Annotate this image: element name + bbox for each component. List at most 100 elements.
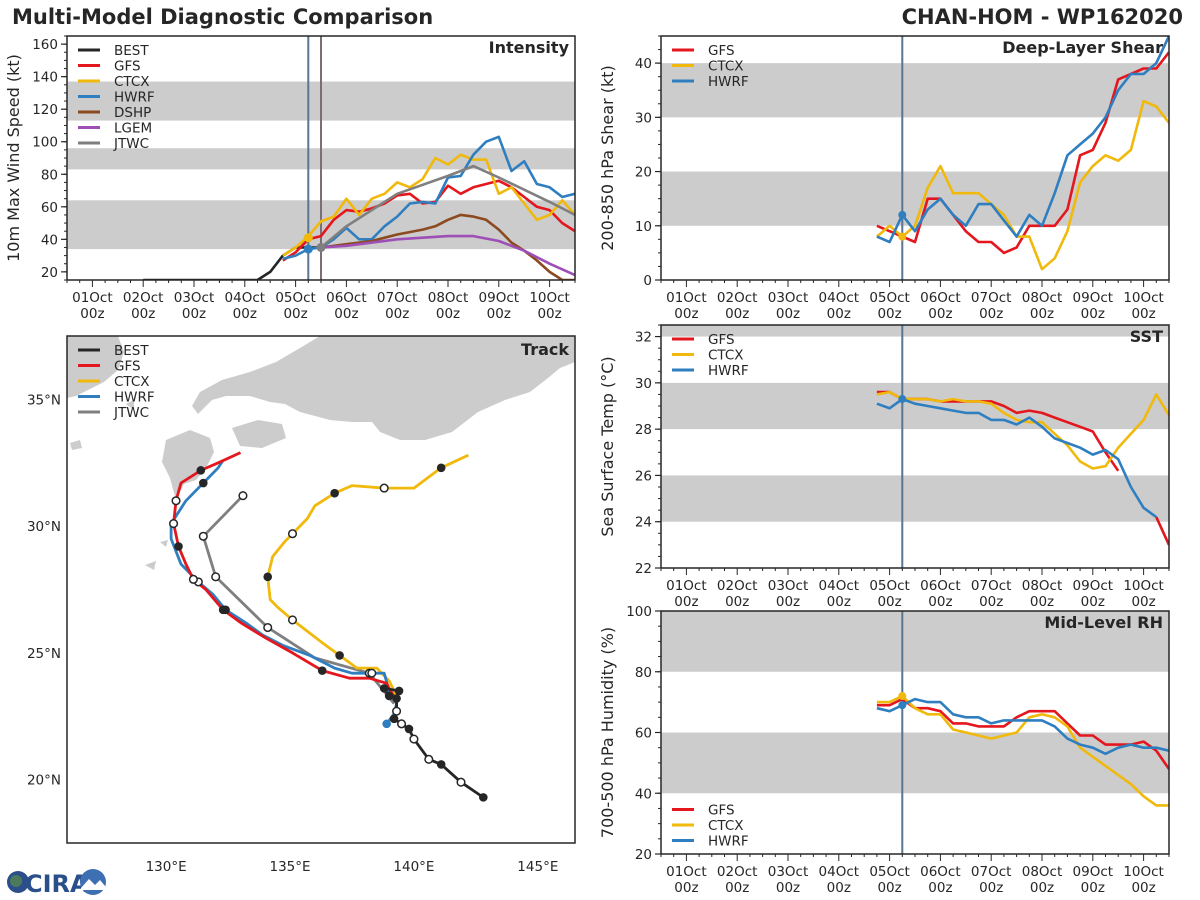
legend-item: HWRF bbox=[78, 390, 155, 406]
shaded-band bbox=[661, 475, 1169, 522]
y-tick-label: 60 bbox=[41, 200, 58, 216]
y-tick-label: 32 bbox=[635, 330, 652, 346]
x-tick-sublabel: 00z bbox=[1030, 880, 1054, 896]
track-point-filled bbox=[479, 793, 488, 802]
track-point-filled bbox=[392, 694, 401, 703]
legend-label: HWRF bbox=[114, 90, 155, 106]
legend-item: GFS bbox=[672, 803, 735, 819]
track-line-ctcx bbox=[266, 453, 469, 697]
x-tick-label: 02Oct bbox=[123, 290, 164, 306]
track-point-open bbox=[188, 574, 198, 584]
legend-item: CTCX bbox=[672, 59, 744, 75]
legend-item: GFS bbox=[78, 59, 141, 75]
legend-item: GFS bbox=[672, 332, 735, 348]
series-line-jtwc bbox=[320, 164, 575, 249]
x-tick-sublabel: 00z bbox=[537, 306, 561, 322]
track-point-open bbox=[424, 754, 434, 764]
panel-shear: 01020304001Oct00z02Oct00z03Oct00z04Oct00… bbox=[598, 35, 1170, 322]
shaded-band bbox=[661, 611, 1169, 672]
x-tick-label: 08Oct bbox=[1022, 864, 1063, 880]
x-tick-label: 07Oct bbox=[377, 290, 418, 306]
x-tick-sublabel: 00z bbox=[131, 306, 155, 322]
y-tick-label: 20 bbox=[41, 265, 58, 281]
y-tick-label: 30 bbox=[635, 376, 652, 392]
x-tick-label: 10Oct bbox=[1123, 290, 1164, 306]
x-tick-label: 08Oct bbox=[428, 290, 469, 306]
land-hokkaido-edge bbox=[318, 336, 356, 346]
x-tick-sublabel: 00z bbox=[1030, 306, 1054, 322]
legend-item: HWRF bbox=[78, 90, 155, 106]
legend-label: HWRF bbox=[114, 390, 155, 406]
lat-tick-label: 20°N bbox=[27, 773, 61, 789]
series-line-hwrf bbox=[876, 397, 1158, 519]
x-tick-sublabel: 00z bbox=[827, 594, 851, 610]
y-axis-label: 10m Max Wind Speed (kt) bbox=[4, 54, 23, 262]
x-tick-sublabel: 00z bbox=[1081, 594, 1105, 610]
panel-title: Deep-Layer Shear bbox=[1002, 38, 1163, 57]
series-line-gfs-tail bbox=[1155, 516, 1169, 546]
shaded-band bbox=[661, 63, 1169, 118]
y-tick-label: 26 bbox=[635, 468, 652, 484]
y-tick-label: 20 bbox=[635, 165, 652, 181]
y-tick-label: 120 bbox=[32, 102, 58, 118]
x-tick-sublabel: 00z bbox=[1081, 880, 1105, 896]
land-islet bbox=[126, 400, 134, 410]
y-tick-label: 80 bbox=[635, 665, 652, 681]
x-tick-sublabel: 00z bbox=[674, 306, 698, 322]
land-honshu bbox=[192, 336, 575, 440]
lat-tick-label: 35°N bbox=[27, 392, 61, 408]
series-group bbox=[143, 135, 575, 280]
x-tick-sublabel: 00z bbox=[674, 880, 698, 896]
x-tick-sublabel: 00z bbox=[1081, 306, 1105, 322]
y-tick-label: 80 bbox=[41, 167, 58, 183]
track-point-open bbox=[287, 529, 298, 539]
y-tick-label: 28 bbox=[635, 422, 652, 438]
y-tick-label: 20 bbox=[635, 847, 652, 863]
legend-item: GFS bbox=[672, 43, 735, 59]
y-tick-label: 140 bbox=[32, 70, 58, 86]
series-line-gfs bbox=[876, 697, 1169, 770]
panel-intensity: 2040608010012014016001Oct00z02Oct00z03Oc… bbox=[4, 35, 576, 322]
x-tick-sublabel: 00z bbox=[776, 594, 800, 610]
lon-tick-label: 135°E bbox=[269, 859, 310, 875]
legend-label: CTCX bbox=[114, 74, 150, 90]
track-point-open bbox=[169, 519, 179, 529]
lat-tick-label: 30°N bbox=[27, 519, 61, 535]
legend-label: JTWC bbox=[113, 405, 149, 421]
legend-item: JTWC bbox=[78, 136, 149, 152]
lon-tick-label: 145°E bbox=[517, 859, 558, 875]
init-marker bbox=[898, 210, 907, 219]
y-tick-label: 22 bbox=[635, 561, 652, 577]
legend-item: HWRF bbox=[672, 363, 749, 379]
x-tick-label: 03Oct bbox=[768, 578, 809, 594]
legend-label: HWRF bbox=[708, 74, 749, 90]
legend-item: DSHP bbox=[78, 105, 151, 121]
x-tick-label: 05Oct bbox=[275, 290, 316, 306]
cira-logo: CIRA bbox=[7, 869, 106, 898]
series-line-dshp bbox=[320, 213, 575, 280]
x-tick-label: 01Oct bbox=[72, 290, 113, 306]
x-tick-label: 02Oct bbox=[717, 864, 758, 880]
track-point-filled bbox=[404, 724, 414, 734]
y-tick-label: 40 bbox=[41, 232, 58, 248]
series-line-hwrf bbox=[876, 36, 1169, 244]
x-tick-label: 01Oct bbox=[666, 864, 707, 880]
legend-item: BEST bbox=[78, 43, 149, 59]
legend-label: HWRF bbox=[708, 834, 749, 850]
lon-tick-label: 140°E bbox=[393, 859, 434, 875]
shaded-band bbox=[661, 171, 1169, 226]
legend-item: HWRF bbox=[672, 834, 749, 850]
shaded-band bbox=[661, 382, 1169, 430]
y-tick-label: 40 bbox=[635, 56, 652, 72]
x-tick-sublabel: 00z bbox=[776, 306, 800, 322]
x-tick-sublabel: 00z bbox=[877, 880, 901, 896]
x-tick-sublabel: 00z bbox=[334, 306, 358, 322]
panel-title: Intensity bbox=[489, 38, 570, 57]
series-line-ctcx bbox=[282, 153, 575, 257]
panel-title: SST bbox=[1130, 327, 1163, 346]
legend-item: JTWC bbox=[78, 405, 149, 421]
